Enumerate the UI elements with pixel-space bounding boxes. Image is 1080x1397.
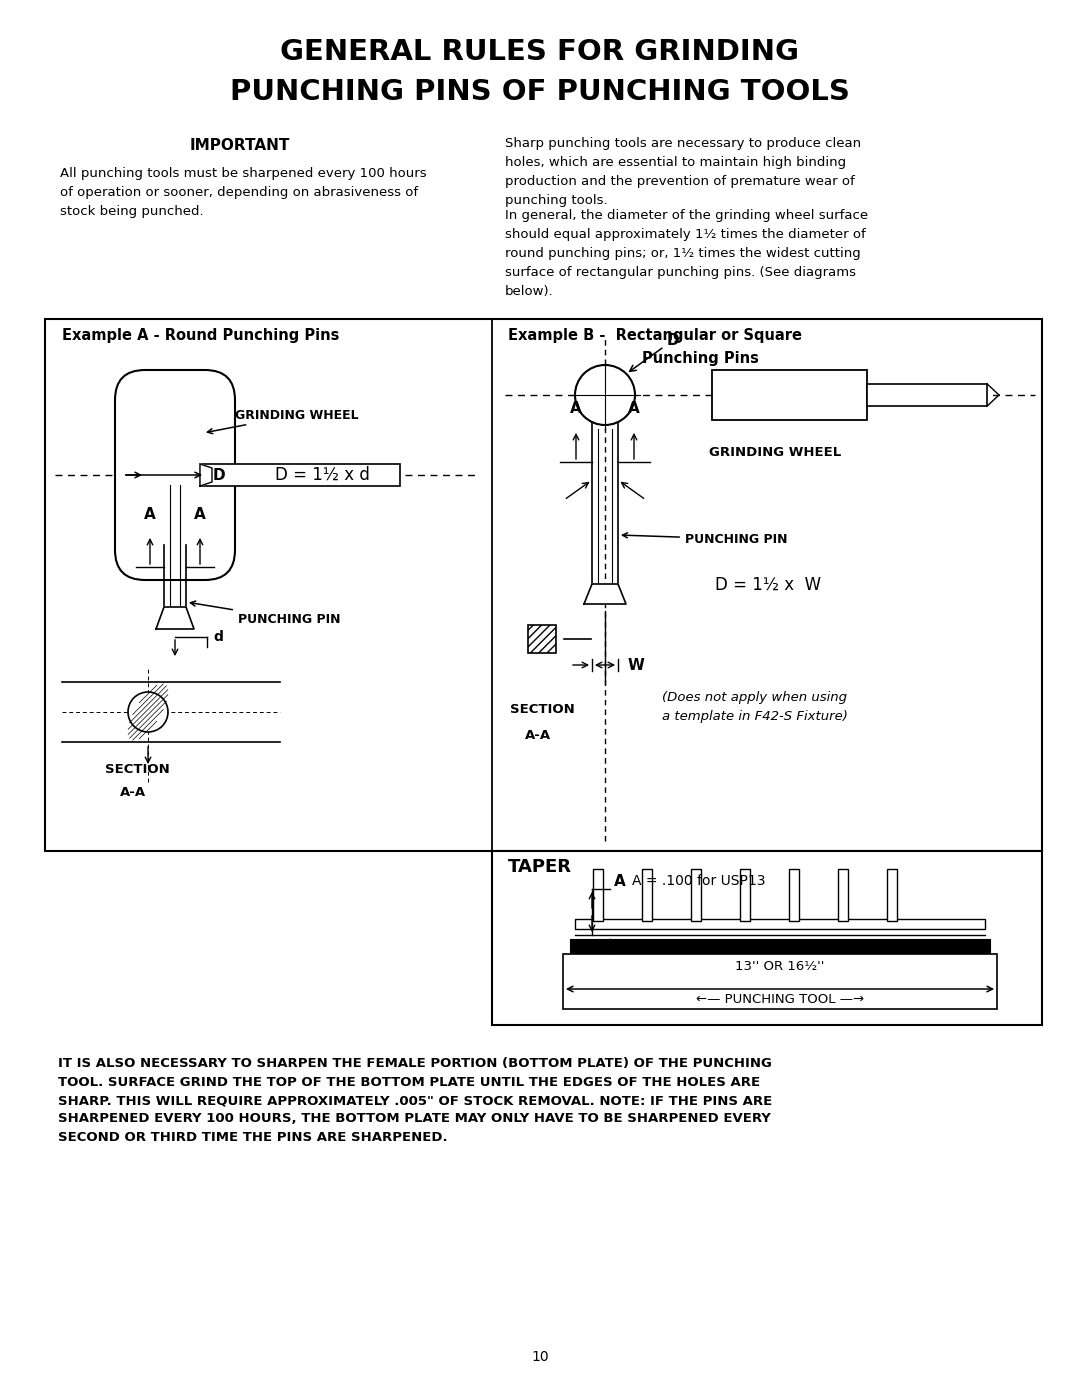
- Text: PUNCHING PIN: PUNCHING PIN: [190, 601, 340, 626]
- Text: Example B -  Rectangular or Square: Example B - Rectangular or Square: [508, 327, 802, 342]
- Text: D: D: [213, 468, 226, 482]
- Bar: [642, 869, 651, 921]
- Circle shape: [575, 365, 635, 425]
- Text: 13'' OR 16½'': 13'' OR 16½'': [735, 960, 825, 972]
- Text: A: A: [570, 401, 582, 416]
- Text: ←— PUNCHING TOOL —→: ←— PUNCHING TOOL —→: [696, 993, 864, 1006]
- Text: PUNCHING PINS OF PUNCHING TOOLS: PUNCHING PINS OF PUNCHING TOOLS: [230, 78, 850, 106]
- Bar: [691, 869, 701, 921]
- Bar: [570, 939, 990, 954]
- Circle shape: [129, 692, 168, 732]
- Text: GRINDING WHEEL: GRINDING WHEEL: [207, 408, 359, 433]
- Bar: [887, 869, 896, 921]
- Text: A: A: [194, 507, 206, 522]
- Bar: [563, 954, 997, 1009]
- Text: Example A - Round Punching Pins: Example A - Round Punching Pins: [62, 327, 339, 342]
- Text: A: A: [144, 507, 156, 522]
- Text: IMPORTANT: IMPORTANT: [190, 137, 291, 152]
- Bar: [593, 869, 603, 921]
- Text: A: A: [615, 873, 625, 888]
- Bar: [867, 384, 987, 407]
- Text: (Does not apply when using
a template in F42-S Fixture): (Does not apply when using a template in…: [662, 692, 848, 724]
- Text: A = .100 for USP13: A = .100 for USP13: [632, 875, 766, 888]
- Bar: [712, 370, 867, 420]
- Polygon shape: [584, 584, 626, 604]
- Text: Punching Pins: Punching Pins: [642, 352, 759, 366]
- Text: GENERAL RULES FOR GRINDING: GENERAL RULES FOR GRINDING: [281, 38, 799, 66]
- Text: A-A: A-A: [525, 728, 551, 742]
- Text: A: A: [629, 401, 639, 416]
- Polygon shape: [200, 464, 212, 486]
- FancyBboxPatch shape: [114, 370, 235, 580]
- Text: d: d: [213, 630, 222, 644]
- Bar: [492, 851, 1042, 1025]
- Bar: [200, 464, 400, 486]
- Text: GRINDING WHEEL: GRINDING WHEEL: [708, 446, 841, 458]
- Text: SECTION: SECTION: [105, 763, 170, 775]
- Text: D = 1½ x  W: D = 1½ x W: [715, 576, 821, 594]
- Text: A-A: A-A: [120, 785, 146, 799]
- Bar: [740, 869, 750, 921]
- Text: D = 1½ x d: D = 1½ x d: [275, 467, 369, 483]
- Text: D: D: [630, 332, 679, 372]
- Text: Sharp punching tools are necessary to produce clean
holes, which are essential t: Sharp punching tools are necessary to pr…: [505, 137, 861, 207]
- Text: All punching tools must be sharpened every 100 hours
of operation or sooner, dep: All punching tools must be sharpened eve…: [60, 168, 427, 218]
- Bar: [838, 869, 848, 921]
- Text: W: W: [627, 658, 645, 672]
- Bar: [789, 869, 798, 921]
- Text: In general, the diameter of the grinding wheel surface
should equal approximatel: In general, the diameter of the grinding…: [505, 210, 868, 298]
- Text: SECTION: SECTION: [510, 703, 575, 715]
- Text: PUNCHING PIN: PUNCHING PIN: [622, 532, 787, 545]
- Polygon shape: [156, 608, 194, 629]
- Text: IT IS ALSO NECESSARY TO SHARPEN THE FEMALE PORTION (BOTTOM PLATE) OF THE PUNCHIN: IT IS ALSO NECESSARY TO SHARPEN THE FEMA…: [58, 1058, 772, 1144]
- Text: TAPER: TAPER: [508, 858, 572, 876]
- Text: 10: 10: [531, 1350, 549, 1363]
- Bar: [45, 319, 1042, 851]
- Bar: [575, 919, 985, 929]
- Bar: [528, 624, 556, 652]
